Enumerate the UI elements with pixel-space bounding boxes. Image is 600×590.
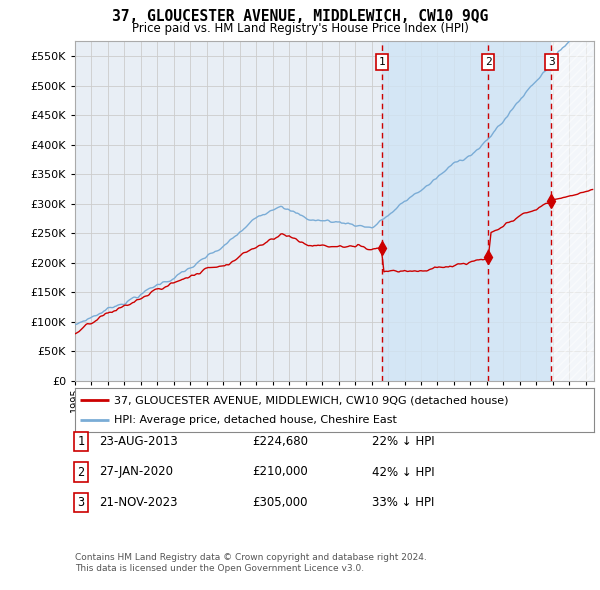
Text: 21-NOV-2023: 21-NOV-2023 (99, 496, 178, 509)
Text: £224,680: £224,680 (252, 435, 308, 448)
Text: 2: 2 (485, 57, 491, 67)
Bar (551, 41, 594, 381)
Text: 22% ↓ HPI: 22% ↓ HPI (372, 435, 434, 448)
Text: 3: 3 (548, 57, 555, 67)
Text: 37, GLOUCESTER AVENUE, MIDDLEWICH, CW10 9QG (detached house): 37, GLOUCESTER AVENUE, MIDDLEWICH, CW10 … (114, 395, 508, 405)
Text: HPI: Average price, detached house, Cheshire East: HPI: Average price, detached house, Ches… (114, 415, 397, 425)
Bar (382, 41, 488, 381)
Text: 1: 1 (379, 57, 385, 67)
Text: 37, GLOUCESTER AVENUE, MIDDLEWICH, CW10 9QG: 37, GLOUCESTER AVENUE, MIDDLEWICH, CW10 … (112, 9, 488, 24)
Text: 33% ↓ HPI: 33% ↓ HPI (372, 496, 434, 509)
Text: 42% ↓ HPI: 42% ↓ HPI (372, 466, 434, 478)
Text: 3: 3 (77, 496, 85, 509)
Text: Price paid vs. HM Land Registry's House Price Index (HPI): Price paid vs. HM Land Registry's House … (131, 22, 469, 35)
Text: 2: 2 (77, 466, 85, 478)
Text: 1: 1 (77, 435, 85, 448)
Text: 23-AUG-2013: 23-AUG-2013 (99, 435, 178, 448)
Text: 27-JAN-2020: 27-JAN-2020 (99, 466, 173, 478)
Text: £210,000: £210,000 (252, 466, 308, 478)
Text: Contains HM Land Registry data © Crown copyright and database right 2024.: Contains HM Land Registry data © Crown c… (75, 553, 427, 562)
Text: This data is licensed under the Open Government Licence v3.0.: This data is licensed under the Open Gov… (75, 565, 364, 573)
Bar (488, 41, 551, 381)
Text: £305,000: £305,000 (252, 496, 308, 509)
